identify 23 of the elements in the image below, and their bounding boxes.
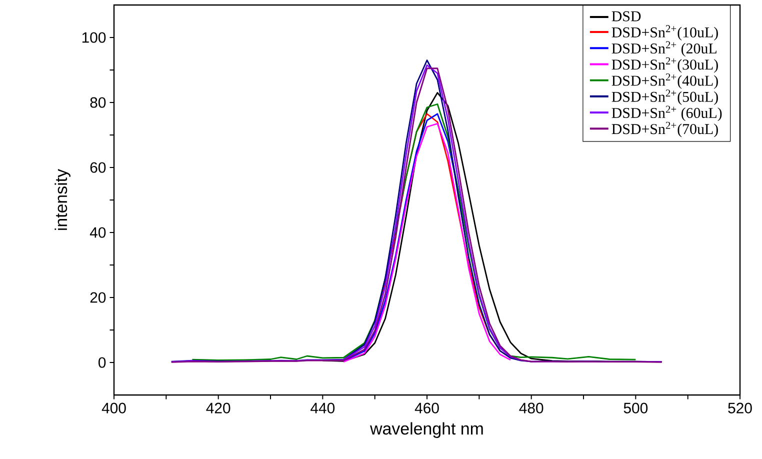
y-tick-label: 100	[82, 32, 106, 43]
x-tick-label: 460	[414, 402, 439, 414]
x-axis-title: wavelenght nm	[370, 422, 483, 438]
legend-label: DSD+Sn$^{2+}$(40uL)	[612, 74, 718, 89]
y-tick-label: 60	[90, 162, 106, 173]
y-tick-label: 80	[90, 97, 106, 108]
legend-label: DSD+Sn$^{2+}$ (20uL	[612, 41, 716, 57]
legend-label: DSD+Sn$^{2+}$(70uL)	[612, 122, 718, 138]
y-tick-label: 20	[90, 292, 106, 303]
x-tick-label: 440	[310, 402, 335, 414]
legend-label: DSD+Sn$^{2+}$(30uL)	[612, 57, 718, 73]
y-tick-label: 40	[90, 227, 106, 238]
x-tick-label: 520	[728, 402, 752, 414]
y-tick-label: 0	[98, 357, 106, 368]
x-tick-label: 500	[624, 402, 648, 414]
legend-label: DSD+Sn$^{2+}$(10uL)	[612, 25, 718, 40]
x-tick-label: 420	[206, 402, 230, 414]
x-tick-label: 400	[102, 402, 126, 414]
legend-label: DSD+Sn$^{2+}$(50uL)	[612, 90, 718, 105]
y-axis-title: intensity	[54, 168, 70, 230]
legend-label: DSD+Sn$^{2+}$ (60uL)	[612, 106, 722, 122]
legend-label: DSD	[612, 11, 641, 22]
x-tick-label: 480	[519, 402, 544, 414]
